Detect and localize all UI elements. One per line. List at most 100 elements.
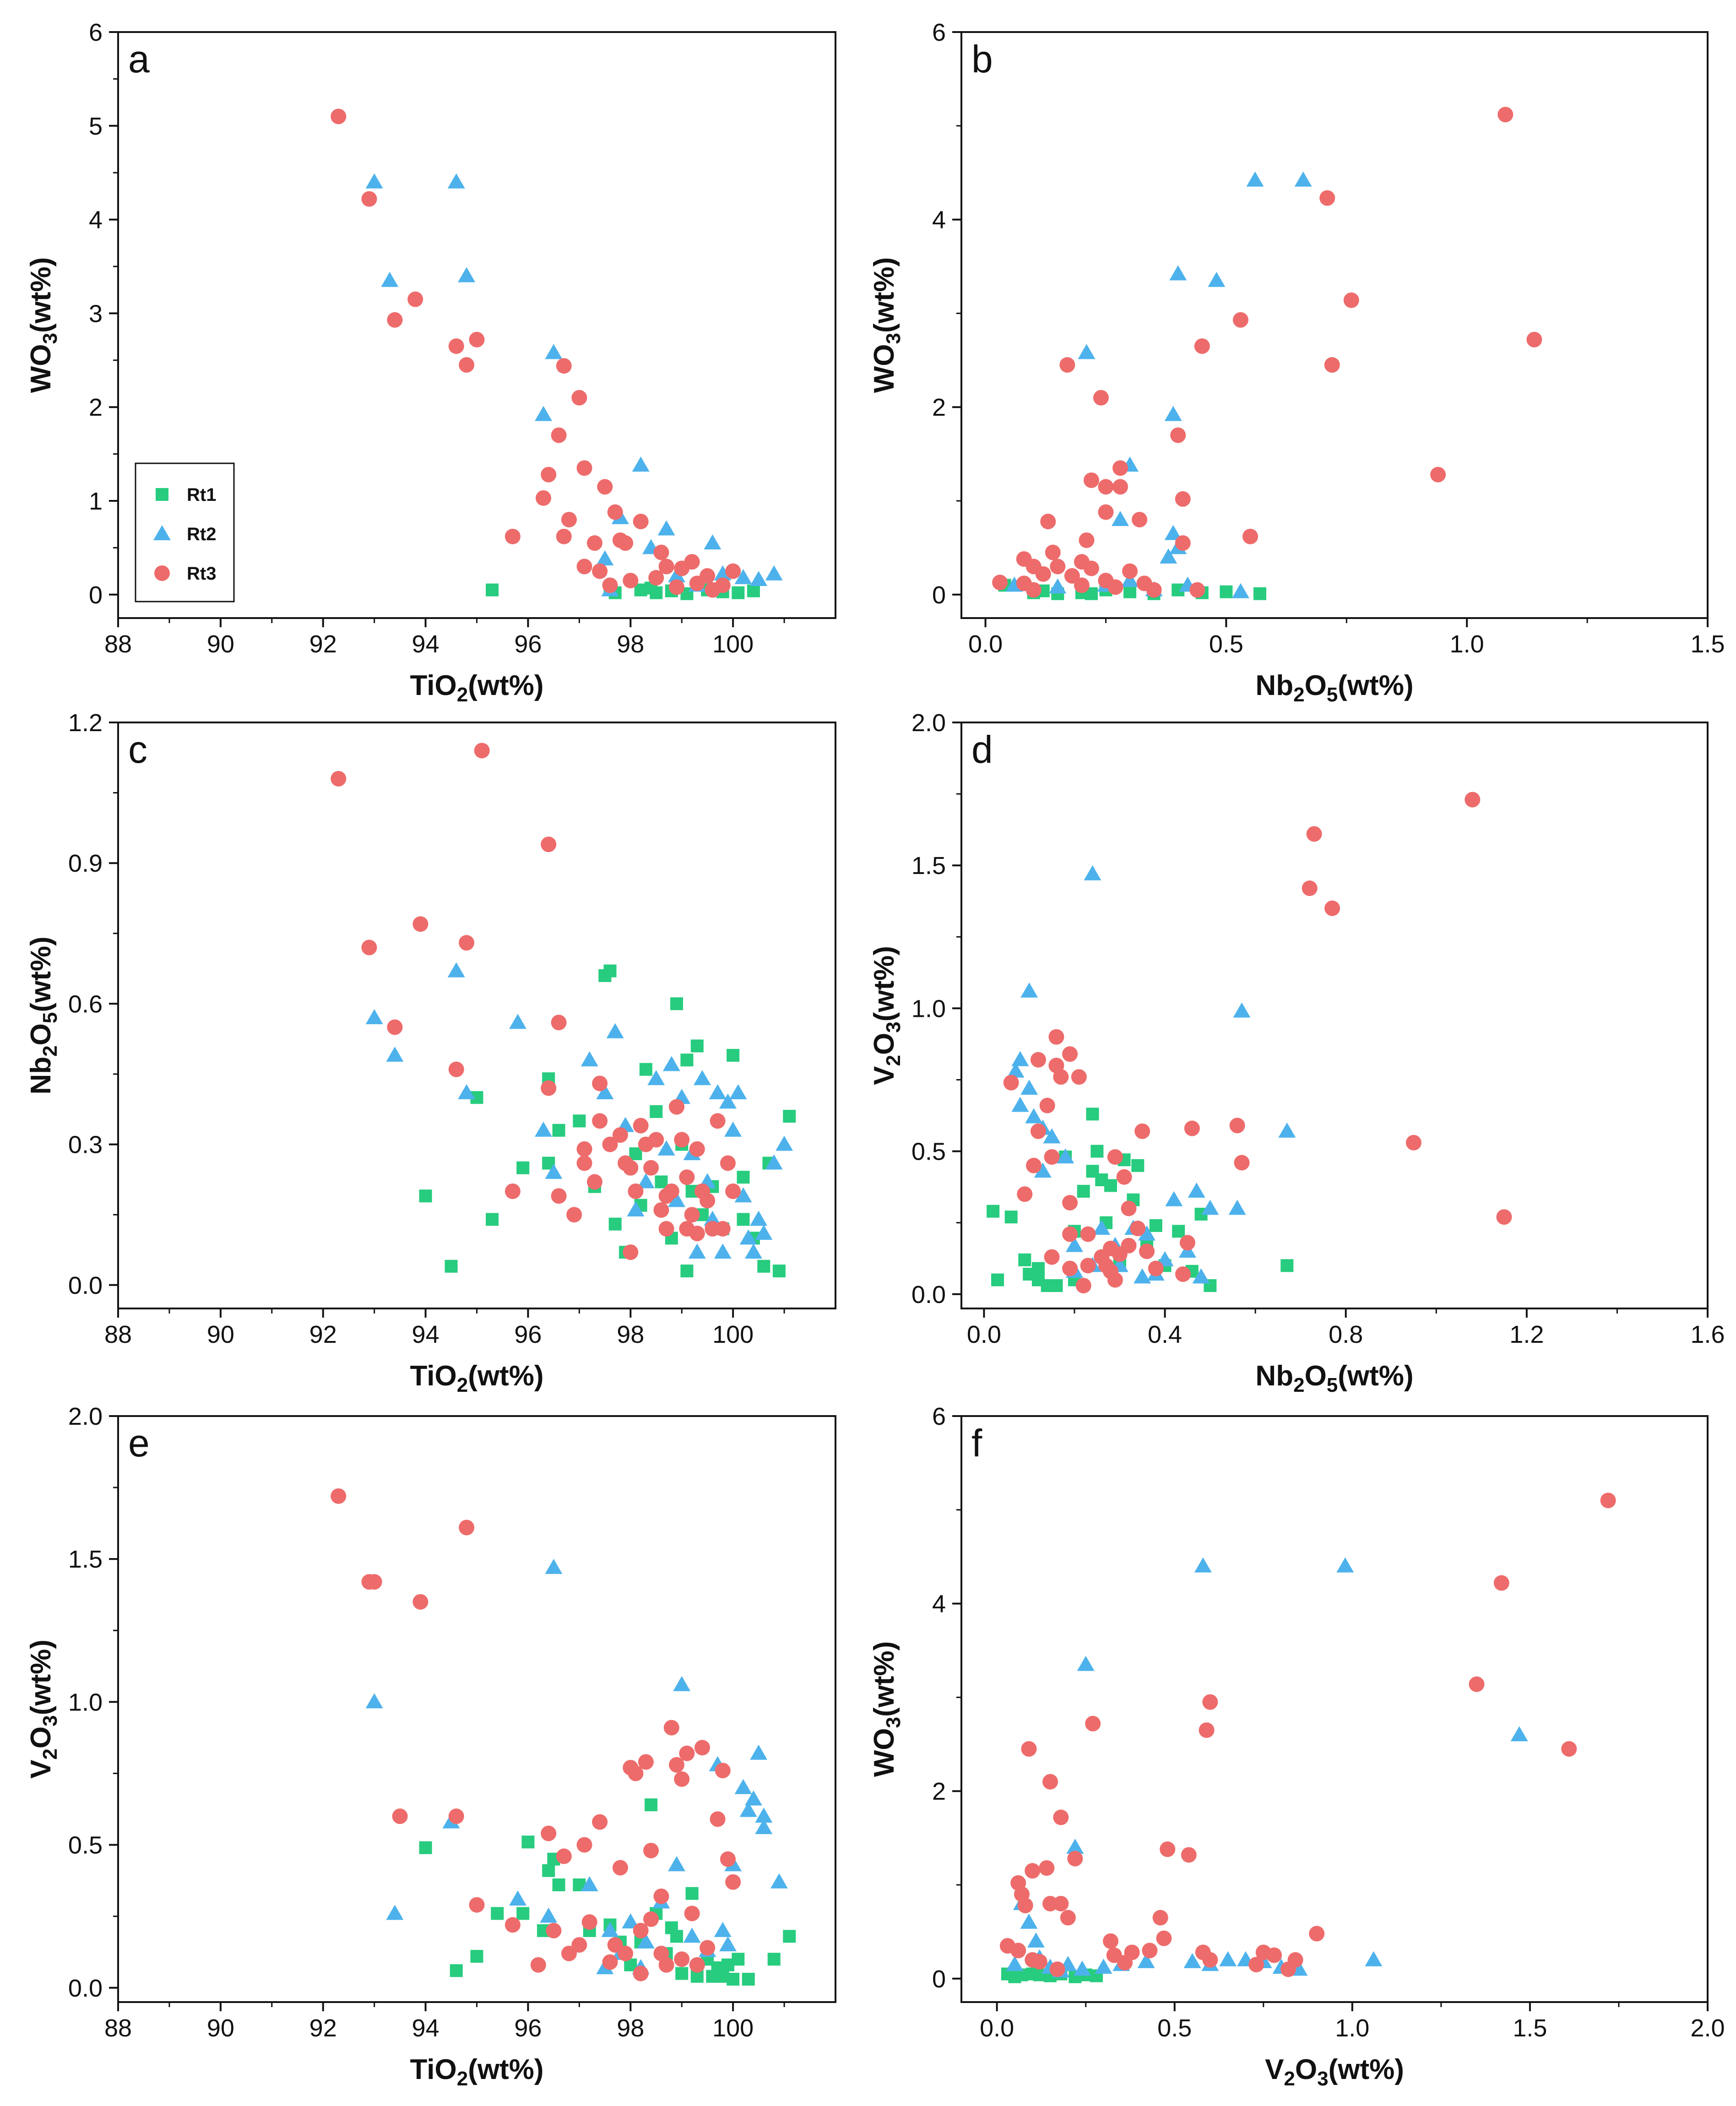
rt3-marker [1405, 1134, 1421, 1151]
rt3-marker [556, 1848, 572, 1864]
axis-label-part: O [1295, 2054, 1317, 2085]
rt1-marker [516, 1161, 530, 1174]
rt3-marker [576, 1155, 592, 1171]
rt2-marker [734, 569, 752, 584]
x-tick-label: 0.0 [980, 2014, 1014, 2042]
rt2-marker [458, 1084, 476, 1099]
rt2-marker [673, 1676, 691, 1691]
rt3-marker [581, 1914, 597, 1930]
rt2-marker [1025, 1108, 1043, 1124]
rt3-marker [700, 1193, 716, 1209]
rt2-marker [755, 1225, 773, 1240]
axis-label-part: 5 [1327, 684, 1338, 706]
rt3-marker [992, 575, 1008, 591]
rt3-marker [448, 338, 464, 354]
rt2-marker [1134, 1268, 1151, 1284]
rt3-marker [1071, 1069, 1087, 1085]
rt3-marker [1122, 563, 1138, 579]
rt3-marker [546, 1922, 562, 1938]
axis-label-part: O [1305, 1360, 1327, 1392]
rt1-marker [737, 1213, 750, 1226]
axis-label-part: (wt%) [868, 1641, 900, 1717]
rt3-marker [689, 1141, 705, 1157]
rt2-marker [606, 1023, 624, 1038]
rt3-marker [597, 479, 613, 495]
rt1-marker [1104, 1179, 1117, 1192]
rt3-marker [1062, 1046, 1078, 1062]
y-tick-label: 1.0 [68, 1688, 103, 1716]
rt3-marker [607, 1937, 623, 1953]
rt3-marker [1493, 1575, 1509, 1591]
rt1-marker [552, 1124, 565, 1137]
x-tick-label: 0.4 [1148, 1321, 1182, 1348]
x-tick-label: 90 [207, 630, 234, 658]
rt3-marker [1121, 1200, 1137, 1216]
rt3-marker [1266, 1947, 1282, 1963]
rt3-marker [1181, 1847, 1197, 1863]
rt2-marker [1365, 1951, 1383, 1966]
axis-label-part: 2 [39, 1748, 61, 1759]
rt2-marker [458, 267, 476, 282]
rt3-marker [1103, 1933, 1118, 1949]
rt2-marker [744, 1243, 762, 1259]
rt3-marker [448, 1061, 464, 1077]
rt2-marker [509, 1014, 527, 1029]
x-tick-label: 90 [207, 1321, 234, 1348]
rt2-marker [535, 1121, 553, 1137]
rt1-marker [757, 1259, 770, 1273]
rt3-marker [459, 935, 475, 951]
rt2-marker [1078, 344, 1096, 359]
rt2-marker [1164, 406, 1182, 421]
rt2-marker [1165, 1191, 1183, 1206]
legend-box [135, 462, 235, 602]
rt1-marker [156, 488, 168, 501]
axis-label-part: 2 [457, 684, 468, 706]
rt3-marker [1189, 582, 1205, 598]
x-tick-label: 94 [412, 630, 439, 658]
rt3-marker [505, 528, 521, 544]
rt3-marker [592, 1113, 608, 1129]
rt2-marker [580, 1051, 598, 1067]
rt3-marker [576, 1141, 592, 1157]
x-tick-label: 94 [412, 2014, 439, 2042]
rt1-marker [516, 1907, 530, 1920]
plot-frame [117, 1415, 836, 2003]
x-axis-label: TiO2(wt%) [410, 1360, 544, 1396]
rt2-marker [750, 571, 768, 586]
y-tick-label: 2.0 [911, 709, 946, 737]
rt3-marker [1045, 544, 1061, 560]
rt2-marker [580, 1876, 598, 1891]
rt3-marker [623, 573, 639, 589]
rt2-marker [1278, 1122, 1296, 1138]
rt3-marker [407, 291, 423, 307]
rt2-marker [1007, 1062, 1025, 1078]
rt3-marker [1465, 792, 1481, 808]
rt1-marker [470, 1950, 483, 1963]
rt3-marker [412, 1594, 429, 1610]
rt2-marker [381, 271, 399, 287]
rt1-marker [1220, 585, 1233, 598]
rt1-marker [521, 1835, 535, 1849]
rt1-marker [542, 1864, 555, 1877]
rt3-marker [387, 1019, 403, 1035]
rt3-marker [633, 1965, 649, 1981]
rt1-marker [1018, 1253, 1031, 1266]
rt1-marker [1131, 1159, 1145, 1172]
rt3-marker [663, 1720, 679, 1736]
rt2-marker [704, 1210, 722, 1226]
rt3-marker [1600, 1493, 1616, 1509]
rt3-marker [1175, 1266, 1191, 1282]
rt2-marker [596, 550, 614, 565]
rt1-marker [991, 1273, 1004, 1286]
axis-label-part: TiO [410, 1360, 457, 1392]
rt1-marker [1123, 585, 1137, 598]
rt3-marker [1026, 1157, 1042, 1173]
rt2-marker [1510, 1726, 1528, 1742]
x-tick-label: 100 [712, 630, 754, 658]
rt3-marker [1035, 566, 1051, 582]
rt3-marker [618, 1945, 634, 1961]
series-rt3 [331, 743, 741, 1260]
x-axis-label: Nb2O5(wt%) [1255, 1360, 1413, 1396]
rt1-marker [670, 997, 684, 1010]
x-tick-label: 0.0 [967, 1321, 1001, 1348]
